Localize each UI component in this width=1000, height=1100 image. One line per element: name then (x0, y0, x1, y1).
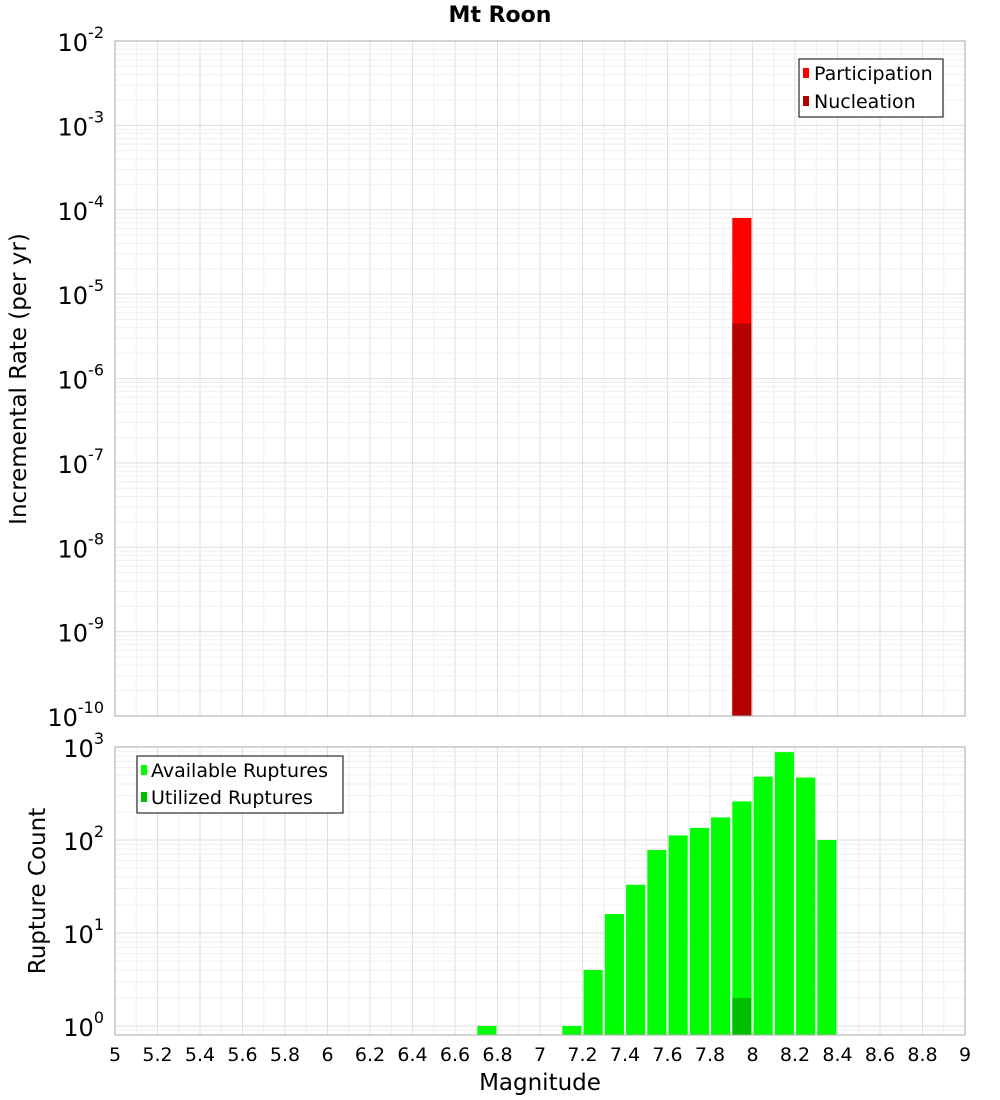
bar-nucleation (732, 323, 752, 716)
y-tick-label: 102 (63, 822, 104, 856)
bar-available-ruptures (477, 1025, 497, 1035)
y-tick-label: 103 (63, 729, 104, 763)
legend-swatch-utilized (141, 792, 147, 802)
y-tick-label: 10-7 (58, 445, 105, 479)
legend-label-utilized: Utilized Ruptures (151, 787, 313, 809)
bar-available-ruptures (668, 835, 688, 1035)
y-tick-label: 10-9 (58, 614, 105, 648)
x-tick-label: 5.8 (270, 1044, 300, 1066)
x-tick-label: 5.2 (142, 1044, 172, 1066)
y-tick-label: 10-6 (58, 361, 105, 395)
x-tick-label: 6.2 (355, 1044, 385, 1066)
bar-available-ruptures (753, 776, 773, 1035)
top-bars (732, 217, 752, 716)
bar-available-ruptures (817, 839, 837, 1035)
y-tick-label: 100 (63, 1008, 104, 1042)
y-tick-label: 10-4 (58, 192, 105, 226)
legend-label-available: Available Ruptures (151, 760, 328, 782)
top-y-axis-label: Incremental Rate (per yr) (6, 233, 32, 525)
bar-available-ruptures (647, 850, 667, 1035)
bottom-plot-frame (114, 746, 966, 1036)
x-tick-label: 5 (109, 1044, 121, 1066)
bottom-legend-box (136, 755, 344, 814)
bottom-y-axis-label: Rupture Count (25, 808, 51, 974)
x-tick-labels: 5 5.2 5.4 5.6 5.8 6 6.2 6.4 6.6 6.8 7 7.2 7.4 7.6 7.8 8… (109, 1044, 971, 1066)
bar-available-ruptures (732, 801, 752, 1035)
chart-title: Mt Roon (449, 3, 552, 28)
bottom-bars (477, 752, 837, 1035)
x-axis-label: Magnitude (479, 1070, 601, 1096)
x-tick-label: 8.2 (780, 1044, 810, 1066)
legend-swatch-available (141, 765, 147, 775)
bar-available-ruptures (562, 1025, 582, 1035)
x-tick-label: 6.8 (482, 1044, 512, 1066)
legend-swatch-participation (803, 68, 809, 78)
x-tick-label: 7 (534, 1044, 546, 1066)
legend-label-participation: Participation (814, 63, 933, 85)
top-gridlines (114, 40, 966, 717)
x-tick-label: 8.6 (865, 1044, 895, 1066)
top-plot-frame (114, 40, 966, 717)
x-tick-label: 9 (959, 1044, 971, 1066)
bar-available-ruptures (774, 752, 794, 1035)
bar-available-ruptures (626, 884, 646, 1035)
x-tick-label: 5.6 (227, 1044, 257, 1066)
bar-available-ruptures (796, 777, 816, 1035)
bottom-y-tick-labels: 103 102 101 100 (63, 729, 104, 1042)
legend-swatch-nucleation (803, 96, 809, 106)
x-tick-label: 7.4 (610, 1044, 640, 1066)
top-legend-box (798, 58, 944, 118)
y-tick-label: 10-3 (58, 107, 105, 141)
x-tick-label: 8.8 (907, 1044, 937, 1066)
y-tick-label: 101 (63, 915, 104, 949)
top-legend: Participation Nucleation (798, 58, 944, 118)
legend-label-nucleation: Nucleation (814, 91, 916, 113)
x-tick-label: 7.8 (695, 1044, 725, 1066)
bar-available-ruptures (604, 914, 624, 1035)
y-tick-label: 10-2 (58, 23, 105, 57)
x-tick-label: 6.4 (397, 1044, 427, 1066)
bar-utilized-ruptures (732, 997, 752, 1035)
x-tick-label: 8.4 (822, 1044, 852, 1066)
bottom-legend: Available Ruptures Utilized Ruptures (136, 755, 344, 814)
x-tick-label: 5.4 (185, 1044, 215, 1066)
top-y-tick-labels: 10-2 10-3 10-4 10-5 10-6 10-7 10-8 10-9 10-10 (47, 23, 104, 732)
x-tick-label: 7.2 (567, 1044, 597, 1066)
x-tick-label: 6 (321, 1044, 333, 1066)
y-tick-label: 10-8 (58, 529, 105, 563)
bar-available-ruptures (711, 817, 731, 1035)
bar-available-ruptures (689, 827, 709, 1035)
bar-available-ruptures (583, 969, 603, 1035)
x-tick-label: 8 (746, 1044, 758, 1066)
y-tick-label: 10-5 (58, 276, 105, 310)
y-tick-label: 10-10 (47, 698, 104, 732)
x-tick-label: 6.6 (440, 1044, 470, 1066)
x-tick-label: 7.6 (652, 1044, 682, 1066)
